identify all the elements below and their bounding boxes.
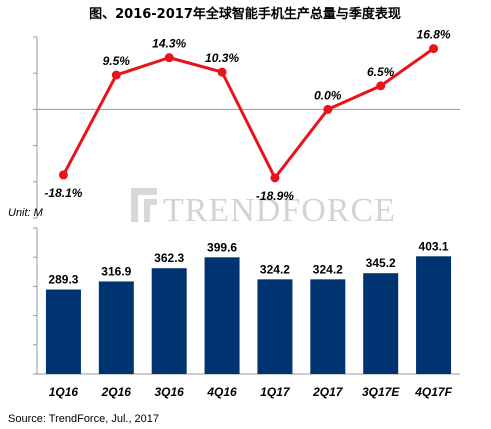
- quarter-label: 3Q17E: [362, 385, 400, 399]
- growth-label: 6.5%: [367, 65, 395, 79]
- production-bar: [257, 279, 293, 374]
- growth-point: [58, 170, 68, 180]
- growth-data-labels: -18.1% 9.5% 14.3% 10.3% -18.9% 0.0% 6.5% 16.8%: [44, 28, 450, 203]
- growth-point: [164, 53, 174, 63]
- growth-label: -18.1%: [44, 186, 82, 200]
- quarter-label: 3Q16: [155, 385, 185, 399]
- quarter-label: 2Q17: [312, 385, 344, 399]
- production-label: 362.3: [154, 251, 184, 265]
- production-label: 345.2: [366, 256, 396, 270]
- line-chart-y-ticks: [33, 36, 37, 219]
- growth-point: [270, 173, 280, 183]
- growth-line-series: [58, 44, 439, 183]
- growth-point: [376, 81, 386, 91]
- production-data-labels: 289.3 316.9 362.3 399.6 324.2 324.2 345.2 403.1: [48, 239, 448, 286]
- chart-title: 图、2016-2017年全球智能手机生产总量与季度表现: [89, 6, 401, 22]
- trendforce-watermark: TRENDFORCE: [131, 188, 396, 229]
- production-bar: [416, 256, 452, 374]
- growth-label: 10.3%: [205, 51, 239, 65]
- growth-point: [323, 104, 333, 114]
- quarter-label: 2Q16: [101, 385, 132, 399]
- production-bar: [151, 268, 187, 374]
- growth-line: [62, 47, 435, 180]
- production-label: 403.1: [419, 239, 449, 253]
- growth-point: [217, 67, 227, 77]
- quarter-label: 1Q17: [260, 385, 291, 399]
- production-label: 316.9: [101, 264, 131, 278]
- watermark-text: TRENDFORCE: [163, 192, 396, 229]
- unit-label: Unit: M: [8, 207, 44, 219]
- quarter-tick-labels: 1Q16 2Q16 3Q16 4Q16 1Q17 2Q17 3Q17E 4Q17F: [49, 385, 453, 399]
- growth-label: 9.5%: [103, 54, 131, 68]
- production-label: 324.2: [313, 262, 343, 276]
- growth-label: 0.0%: [314, 88, 342, 102]
- quarter-label: 1Q16: [49, 385, 79, 399]
- production-bar: [363, 273, 399, 374]
- production-bars: [45, 256, 452, 374]
- growth-point: [111, 70, 121, 80]
- production-bar: [98, 281, 134, 374]
- quarter-label: 4Q16: [206, 385, 237, 399]
- production-label: 399.6: [207, 240, 237, 254]
- production-bar: [45, 289, 81, 374]
- production-label: 289.3: [48, 273, 78, 287]
- production-label: 324.2: [260, 262, 290, 276]
- growth-point: [429, 44, 439, 54]
- bar-chart-y-ticks: [33, 227, 37, 375]
- trendforce-logo-icon: [131, 188, 157, 222]
- growth-label: 14.3%: [152, 37, 186, 51]
- quarter-label: 4Q17F: [414, 385, 452, 399]
- line-chart-axes: [33, 36, 460, 219]
- growth-label: 16.8%: [417, 28, 451, 42]
- production-bar: [204, 257, 240, 374]
- growth-label: -18.9%: [256, 189, 294, 203]
- production-bar: [310, 279, 346, 374]
- source-note: Source: TrendForce, Jul., 2017: [8, 413, 159, 425]
